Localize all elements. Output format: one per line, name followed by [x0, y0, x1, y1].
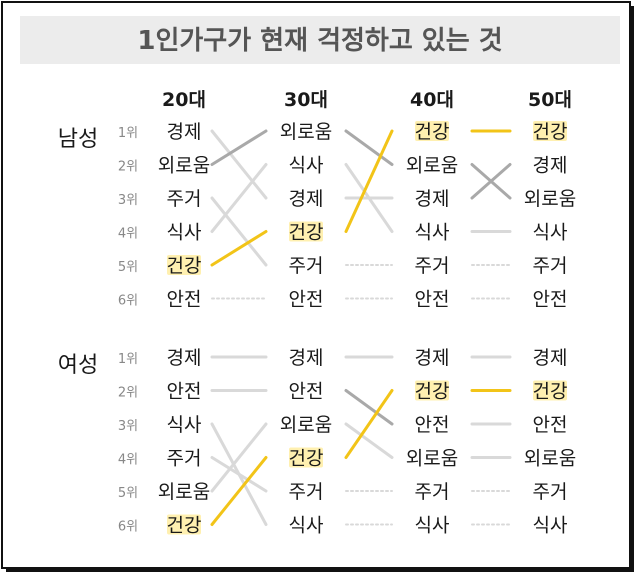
- rank-item: 경제: [415, 188, 450, 210]
- rank-item: 외로움: [524, 448, 576, 470]
- rank-label: 3위: [118, 419, 138, 434]
- highlight-swatch: [167, 514, 201, 535]
- rank-item: 주거: [415, 481, 450, 503]
- rank-item: 안전: [289, 289, 324, 311]
- highlight-swatch: [415, 380, 449, 401]
- rank-label: 3위: [118, 193, 138, 208]
- rank-item: 경제: [167, 347, 202, 369]
- bottom-shadow: [6, 568, 634, 572]
- rank-label: 4위: [118, 227, 138, 242]
- rank-item: 안전: [167, 381, 202, 403]
- title-bar: [20, 16, 620, 64]
- rank-item: 경제: [415, 347, 450, 369]
- rank-item: 주거: [289, 481, 324, 503]
- rank-item: 안전: [533, 414, 568, 436]
- rank-link: [210, 129, 268, 166]
- rank-item: 경제: [533, 155, 568, 177]
- highlight-swatch: [533, 121, 567, 141]
- highlight-swatch: [167, 255, 201, 275]
- rank-item: 건강: [167, 255, 202, 277]
- rank-item: 주거: [533, 255, 568, 277]
- rank-label: 1위: [118, 126, 138, 141]
- rank-link: [344, 389, 394, 459]
- rank-item: 식사: [289, 515, 324, 537]
- rank-item: 경제: [167, 121, 202, 143]
- rank-item: 건강: [415, 121, 450, 143]
- rank-item: 경제: [533, 347, 568, 369]
- rank-link: [210, 129, 268, 200]
- decade-header: 40대: [410, 89, 454, 111]
- rank-item: 식사: [167, 222, 202, 244]
- rank-item: 주거: [167, 448, 202, 470]
- rank-item: 건강: [167, 515, 202, 537]
- rank-item: 건강: [289, 448, 324, 470]
- rank-item: 외로움: [406, 448, 458, 470]
- rank-item: 건강: [533, 121, 568, 143]
- rank-item: 주거: [167, 188, 202, 210]
- rank-link: [344, 422, 394, 459]
- decade-header: 50대: [528, 89, 572, 111]
- rank-item: 식사: [533, 222, 568, 244]
- rank-item: 건강: [289, 222, 324, 244]
- rank-item: 외로움: [158, 481, 210, 503]
- rank-item: 식사: [289, 155, 324, 177]
- rank-label: 6위: [118, 294, 138, 309]
- rank-item: 외로움: [280, 121, 332, 143]
- rank-label: 1위: [118, 352, 138, 367]
- decade-header: 20대: [162, 89, 206, 111]
- rank-label: 2위: [118, 160, 138, 175]
- rank-label: 4위: [118, 453, 138, 468]
- decade-header: 30대: [284, 89, 328, 111]
- rank-link: [344, 389, 394, 426]
- rank-link: [344, 129, 394, 233]
- highlight-swatch: [533, 380, 567, 401]
- rank-item: 안전: [167, 289, 202, 311]
- rank-item: 외로움: [280, 414, 332, 436]
- rank-item: 주거: [533, 481, 568, 503]
- rank-item: 주거: [415, 255, 450, 277]
- rank-item: 건강: [533, 381, 568, 403]
- rank-item: 안전: [533, 289, 568, 311]
- rank-link: [210, 163, 268, 233]
- outer-border: [1, 1, 631, 569]
- rank-item: 안전: [415, 289, 450, 311]
- gender-label: 여성: [58, 353, 98, 378]
- rank-link: [210, 456, 268, 493]
- rank-link: [210, 422, 268, 493]
- rank-item: 경제: [289, 347, 324, 369]
- rank-label: 5위: [118, 260, 138, 275]
- rank-link: [210, 230, 268, 267]
- highlight-swatch: [289, 221, 323, 242]
- rank-item: 안전: [289, 381, 324, 403]
- rank-item: 주거: [289, 255, 324, 277]
- rank-link: [210, 196, 268, 267]
- rank-item: 식사: [415, 515, 450, 537]
- highlight-swatch: [289, 447, 323, 468]
- highlight-swatch: [415, 121, 449, 141]
- rank-item: 건강: [415, 381, 450, 403]
- rank-item: 식사: [167, 414, 202, 436]
- rank-item: 식사: [533, 515, 568, 537]
- rank-label: 5위: [118, 486, 138, 501]
- rank-link: [470, 163, 512, 200]
- chart-title: 1인가구가 현재 걱정하고 있는 것: [137, 26, 502, 56]
- rank-label: 2위: [118, 386, 138, 401]
- rank-link: [344, 129, 394, 166]
- rank-link: [210, 456, 268, 526]
- rank-item: 외로움: [406, 155, 458, 177]
- rank-item: 외로움: [524, 188, 576, 210]
- rank-item: 경제: [289, 188, 324, 210]
- rank-label: 6위: [118, 520, 138, 535]
- right-shadow: [630, 6, 634, 572]
- rank-item: 안전: [415, 414, 450, 436]
- rank-item: 외로움: [158, 155, 210, 177]
- gender-label: 남성: [58, 127, 98, 152]
- rank-item: 식사: [415, 222, 450, 244]
